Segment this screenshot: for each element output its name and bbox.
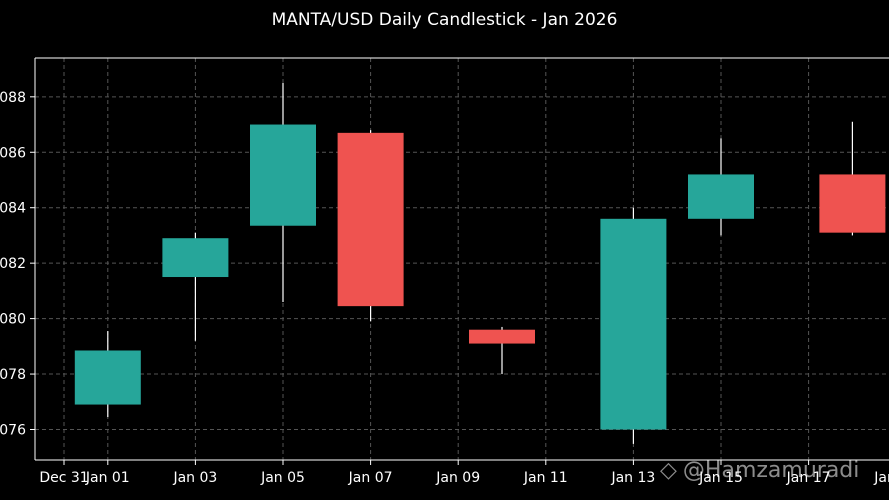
y-tick-label: .084 (0, 201, 26, 217)
watermark: ◇ @Hamzamuradi (660, 458, 859, 483)
candle-body-down (337, 132, 404, 307)
y-tick-label: .088 (0, 90, 26, 106)
x-tick-label: Jan 11 (523, 470, 568, 486)
y-tick-label: .086 (0, 145, 26, 161)
candle-body-up (688, 174, 754, 219)
x-tick-label: Jan 07 (348, 470, 393, 486)
x-tick-label: Dec 31 (39, 470, 88, 486)
candle-body-up (250, 124, 316, 226)
y-tick-label: .082 (0, 256, 26, 272)
y-tick-label: .078 (0, 367, 26, 383)
candle-body-down (819, 174, 886, 233)
x-tick-label: Jan 19 (873, 470, 889, 486)
x-tick-label: Jan 13 (610, 470, 655, 486)
x-tick-label: Jan 03 (172, 470, 217, 486)
candle-body-down (469, 329, 535, 344)
binance-logo-icon: ◇ (660, 458, 677, 483)
candle-body-up (74, 350, 141, 405)
x-tick-label: Jan 09 (435, 470, 480, 486)
x-tick-label: Jan 17 (786, 470, 831, 486)
x-tick-label: Jan 01 (85, 470, 130, 486)
chart-title: MANTA/USD Daily Candlestick - Jan 2026 (271, 10, 618, 30)
candle-body-up (162, 238, 229, 278)
y-tick-label: .076 (0, 423, 26, 439)
y-tick-label: .080 (0, 312, 26, 328)
x-tick-label: Jan 15 (698, 470, 743, 486)
x-tick-label: Jan 05 (260, 470, 305, 486)
candle-body-up (600, 218, 667, 430)
watermark-text: @Hamzamuradi (682, 458, 860, 483)
